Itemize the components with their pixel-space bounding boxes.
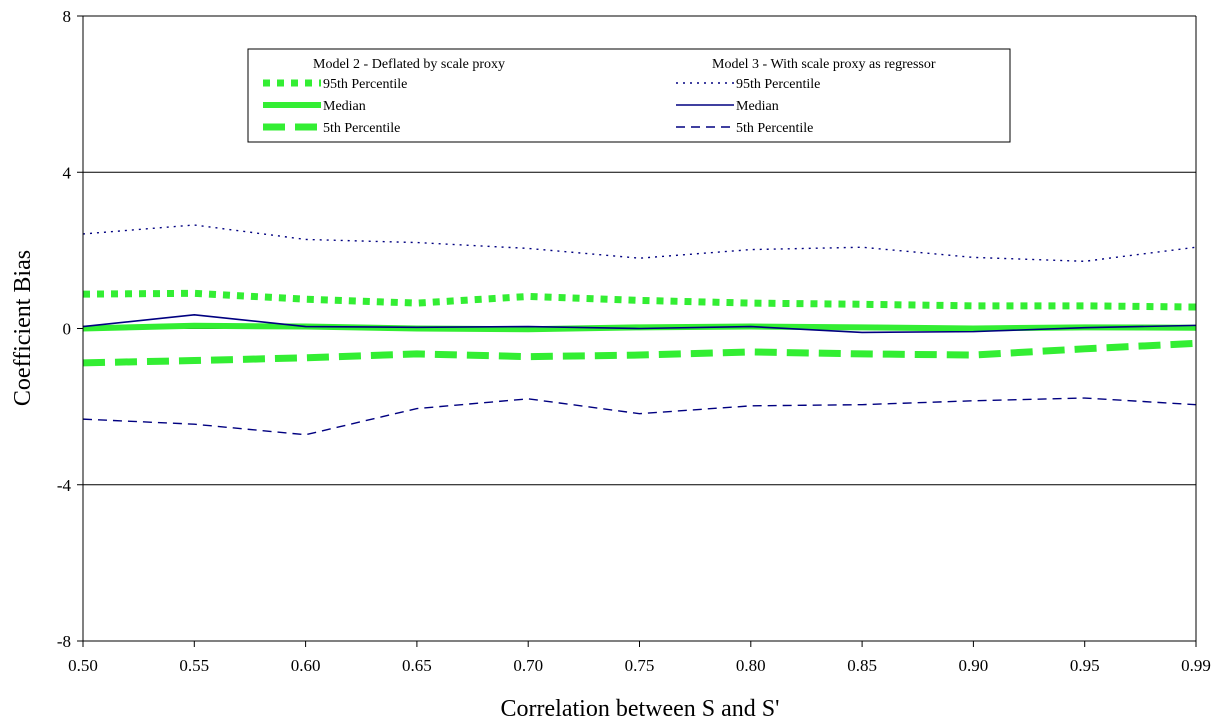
x-tick-label: 0.75 (625, 656, 655, 675)
x-tick-label: 0.50 (68, 656, 98, 675)
y-tick-label: 4 (63, 163, 72, 182)
series-line-model2-5th-percentile (82, 339, 1197, 367)
x-tick-label: 0.55 (179, 656, 209, 675)
series-line-model3-5th-percentile (82, 397, 1197, 436)
legend-group-header: Model 2 - Deflated by scale proxy (313, 57, 505, 72)
axes (77, 15, 1197, 647)
series-line-model2-median (82, 322, 1197, 333)
x-axis-title: Correlation between S and S' (501, 696, 780, 722)
y-tick-label: -4 (57, 476, 72, 495)
x-tick-label: 0.80 (736, 656, 766, 675)
y-axis-title: Coefficient Bias (10, 250, 36, 406)
series-line-model3-95th-percentile (82, 224, 1197, 263)
legend-item-label: 5th Percentile (323, 121, 400, 136)
series-lines (82, 224, 1197, 436)
x-tick-labels: 0.50 0.55 0.60 0.65 0.70 0.75 0.80 0.85 0.90 0.95… (68, 656, 1211, 675)
x-tick-label: 0.65 (402, 656, 432, 675)
y-tick-label: 0 (63, 320, 72, 339)
legend: Model 2 - Deflated by scale proxy 95th Pe… (247, 48, 1011, 143)
legend-item-label: 95th Percentile (323, 77, 407, 92)
series-line-model2-95th-percentile (82, 289, 1197, 311)
legend-item-label: 95th Percentile (736, 77, 820, 92)
legend-item-label: Median (323, 99, 366, 114)
x-tick-label: 0.70 (513, 656, 543, 675)
y-tick-labels: -8 -4 0 4 8 (57, 7, 72, 651)
x-tick-label: 0.90 (959, 656, 989, 675)
y-tick-label: -8 (57, 632, 71, 651)
x-tick-label: 0.99 (1181, 656, 1211, 675)
x-tick-label: 0.60 (291, 656, 321, 675)
x-tick-label: 0.95 (1070, 656, 1100, 675)
legend-box (247, 48, 1011, 143)
legend-item-label: Median (736, 99, 779, 114)
legend-group-header: Model 3 - With scale proxy as regressor (712, 57, 936, 72)
x-tick-label: 0.85 (847, 656, 877, 675)
y-tick-label: 8 (63, 7, 72, 26)
series-line-model3-median (82, 314, 1197, 334)
legend-item-label: 5th Percentile (736, 121, 813, 136)
